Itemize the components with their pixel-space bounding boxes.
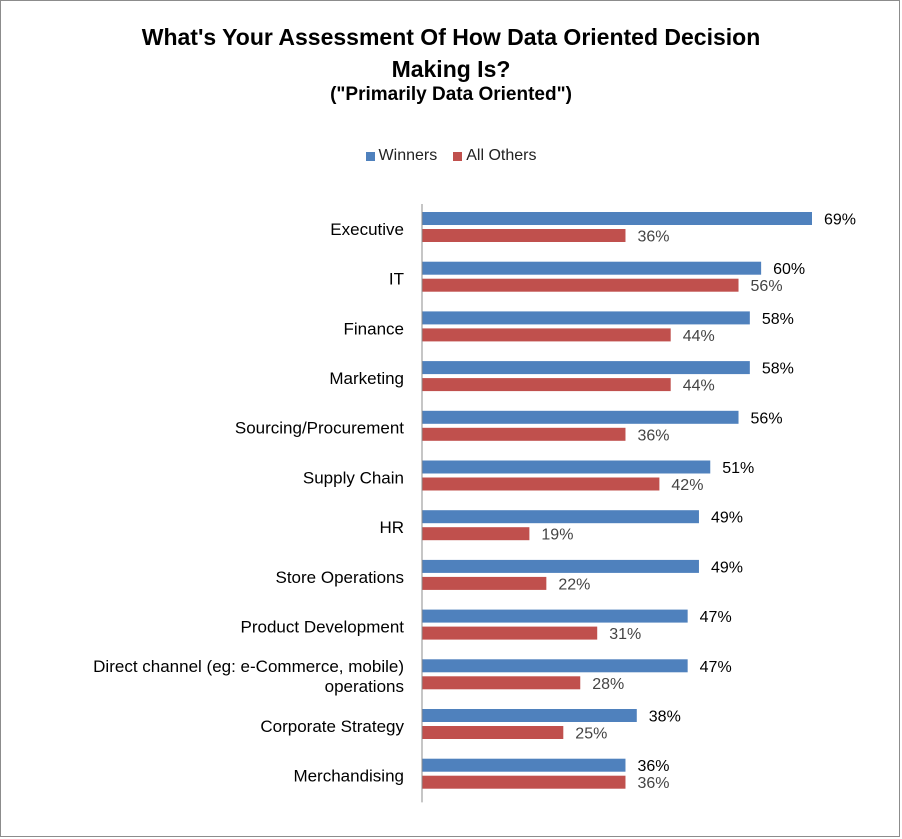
bar-winners [422,311,750,325]
category-label: Supply Chain [303,468,404,487]
data-label-winners: 69% [824,212,856,229]
data-label-winners: 36% [637,758,669,775]
data-label-all-others: 56% [751,278,783,295]
category-label: Finance [344,319,404,338]
bar-all-others [422,676,581,690]
bar-winners [422,510,699,524]
bar-winners [422,758,626,772]
bar-winners [422,559,699,573]
data-label-all-others: 19% [541,527,573,544]
bar-all-others [422,626,598,640]
bar-all-others [422,378,671,392]
bar-all-others [422,278,739,292]
bar-winners [422,261,762,275]
legend-item-all-others: All Others [453,147,536,165]
data-label-all-others: 42% [671,477,703,494]
data-label-winners: 56% [751,410,783,427]
data-label-winners: 51% [722,460,754,477]
bar-all-others [422,477,660,491]
bar-all-others [422,726,564,739]
bar-winners [422,361,750,375]
bar-winners [422,709,637,722]
category-label: IT [389,270,404,289]
bar-winners [422,609,688,623]
data-label-all-others: 28% [592,676,624,693]
bar-all-others [422,328,671,342]
data-label-all-others: 44% [683,378,715,395]
legend-label-all-others: All Others [466,147,537,164]
data-label-winners: 49% [711,559,743,576]
category-label: Executive [330,220,404,239]
bar-winners [422,410,739,424]
data-label-winners: 49% [711,510,743,527]
chart-title-line-2: Making Is? [391,56,511,82]
data-label-all-others: 31% [609,626,641,643]
bar-all-others [422,775,626,789]
data-label-all-others: 44% [683,328,715,345]
category-label: HR [379,518,404,537]
data-label-winners: 60% [773,261,805,278]
data-label-winners: 38% [649,709,681,726]
data-label-all-others: 36% [637,427,669,444]
data-label-all-others: 22% [558,576,590,593]
legend-item-winners: Winners [365,147,438,165]
chart-title-line-1: What's Your Assessment Of How Data Orien… [141,24,761,50]
bar-winners [422,212,812,225]
data-label-all-others: 25% [575,726,607,743]
data-label-winners: 58% [762,361,794,378]
category-label: operations [325,677,404,696]
data-label-winners: 47% [700,659,732,676]
bar-winners [422,659,688,673]
data-label-all-others: 36% [637,775,669,792]
legend-swatch-all-others [453,151,463,161]
data-label-winners: 58% [762,311,794,328]
legend-label-winners: Winners [378,147,438,164]
legend-swatch-winners [365,151,375,161]
data-label-all-others: 36% [637,229,669,246]
category-label: Marketing [329,369,404,388]
bar-all-others [422,427,626,441]
category-label: Store Operations [275,568,404,587]
chart-subtitle: ("Primarily Data Oriented") [330,84,572,105]
data-label-winners: 47% [700,609,732,626]
bar-all-others [422,229,626,242]
bar-all-others [422,527,530,541]
category-label: Product Development [241,617,405,636]
category-label: Corporate Strategy [260,717,404,736]
category-label: Direct channel (eg: e-Commerce, mobile) [93,657,404,676]
bar-all-others [422,576,547,590]
category-label: Merchandising [293,767,404,786]
bar-winners [422,460,711,474]
chart-legend: Winners All Others [0,147,902,165]
category-label: Sourcing/Procurement [235,419,404,438]
